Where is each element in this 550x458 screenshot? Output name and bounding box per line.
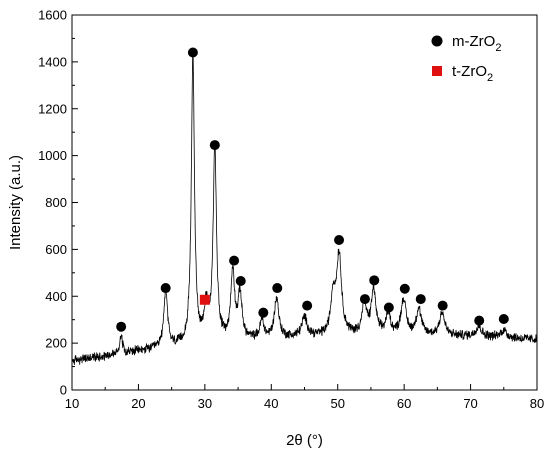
y-tick-label: 400 [45, 289, 67, 304]
m-zro2-marker [258, 307, 269, 318]
y-tick-label: 1200 [38, 101, 67, 116]
m-zro2-marker [437, 300, 448, 311]
phase-markers [116, 47, 509, 332]
legend-marker-m-zro2 [431, 35, 443, 47]
m-zro2-marker [187, 47, 198, 58]
m-zro2-marker [415, 294, 426, 305]
m-zro2-marker [209, 140, 220, 151]
legend-label-m-zro2-subscript: 2 [495, 42, 501, 54]
y-axis: 0 200 400 600 800 1000 1200 1400 1600 [38, 8, 78, 398]
m-zro2-marker [160, 283, 171, 294]
legend-label-t-zro2-main: t-ZrO [452, 63, 487, 80]
x-tick-label: 40 [264, 396, 278, 411]
x-axis: 10 20 30 40 50 60 70 80 [65, 384, 544, 411]
x-tick-label: 10 [65, 396, 79, 411]
m-zro2-marker [334, 235, 345, 245]
x-tick-label: 60 [397, 396, 411, 411]
x-tick-label: 30 [198, 396, 212, 411]
y-tick-label: 0 [60, 383, 67, 398]
m-zro2-marker [359, 294, 370, 305]
m-zro2-marker [302, 300, 313, 311]
legend-label-m-zro2: m-ZrO2 [452, 33, 501, 54]
m-zro2-marker [383, 302, 394, 313]
m-zro2-marker [498, 313, 509, 324]
y-tick-label: 600 [45, 242, 67, 257]
m-zro2-marker [235, 276, 246, 287]
m-zro2-marker [116, 321, 127, 332]
x-tick-label: 70 [463, 396, 477, 411]
y-tick-label: 1400 [38, 54, 67, 69]
y-axis-title: Intensity (a.u.) [7, 155, 24, 250]
xrd-pattern-line [72, 50, 537, 365]
y-tick-label: 800 [45, 195, 67, 210]
m-zro2-marker [474, 315, 485, 326]
x-tick-label: 20 [131, 396, 145, 411]
t-zro2-marker [199, 294, 210, 305]
x-tick-label: 80 [530, 396, 544, 411]
legend-marker-t-zro2 [432, 66, 442, 76]
y-tick-label: 1600 [38, 8, 67, 23]
y-tick-label: 200 [45, 336, 67, 351]
legend-label-t-zro2-subscript: 2 [487, 72, 493, 84]
m-zro2-marker [399, 283, 410, 294]
x-tick-label: 50 [330, 396, 344, 411]
x-axis-title: 2θ (°) [286, 432, 323, 449]
legend-label-m-zro2-main: m-ZrO [452, 33, 495, 50]
legend: m-ZrO2 t-ZrO2 [431, 33, 501, 84]
m-zro2-marker [229, 255, 240, 266]
legend-label-t-zro2: t-ZrO2 [452, 63, 493, 84]
m-zro2-marker [272, 283, 283, 294]
m-zro2-marker [369, 275, 380, 286]
y-tick-label: 1000 [38, 148, 67, 163]
